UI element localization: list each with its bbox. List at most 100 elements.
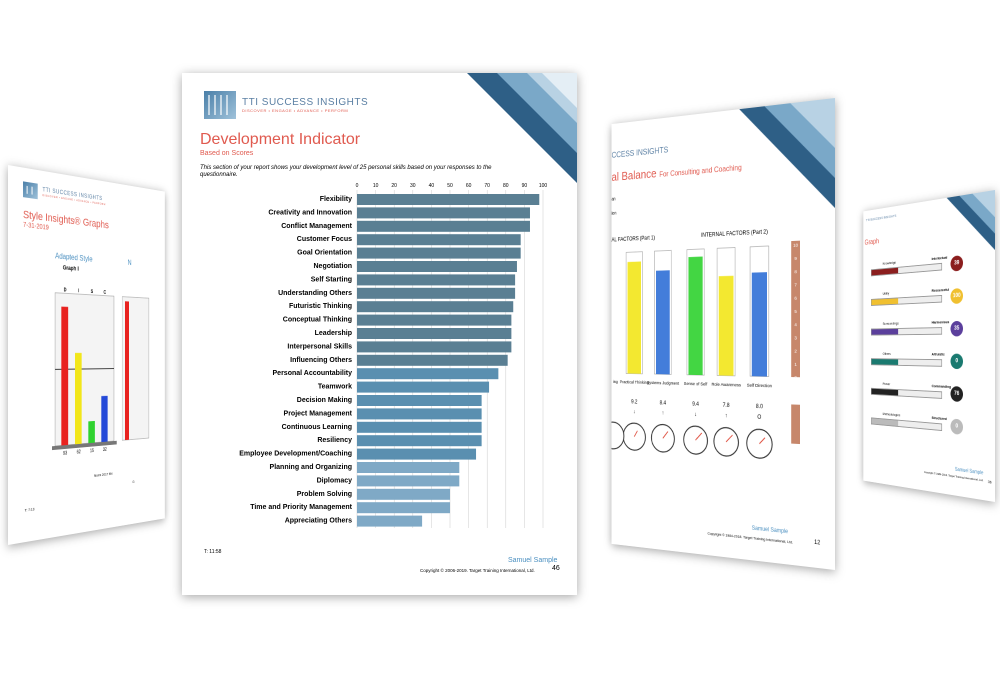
balance-chart: Practical Thinking 9.2 ↓ Systems Judgment 8.… (612, 233, 835, 513)
skill-label: Teamwork (318, 384, 352, 391)
axis-tick-label: 50 (447, 183, 453, 189)
skill-label: Self Starting (311, 276, 352, 283)
column-label: Self Direction (747, 382, 773, 388)
value-left-label: Power (883, 381, 891, 386)
axis-tick-label: 60 (466, 183, 472, 189)
value-score-badge: 39 (951, 255, 964, 271)
disc-bar (88, 421, 95, 443)
skill-label: Conceptual Thinking (283, 317, 352, 324)
skill-bar (357, 274, 515, 285)
skill-bar (357, 516, 422, 527)
skill-bar (357, 301, 513, 312)
skill-label: Influencing Others (290, 357, 352, 364)
value-left-label: Others (883, 351, 891, 356)
corner-decoration-icon (947, 190, 995, 255)
graph-subheading: Graph I (63, 266, 79, 273)
disc-column-label: I (78, 288, 79, 293)
value-left-label: Knowledge (883, 260, 896, 266)
balance-page: CCESS INSIGHTS al Balance For Consulting… (612, 98, 835, 570)
column-label: Systems Judgment (647, 380, 680, 386)
skill-label: Leadership (315, 330, 352, 337)
column-value: 9.4 (692, 401, 699, 407)
style-insights-page: TTI SUCCESS INSIGHTS DISCOVER • ENGAGE •… (8, 165, 165, 545)
fragment-text: ing (613, 379, 618, 384)
time-label: T: 11:58 (204, 549, 221, 555)
page-subtitle: Based on Scores (200, 150, 253, 157)
brand-logo: TTI SUCCESS INSIGHTS DISCOVER • ENGAGE •… (23, 181, 106, 209)
skill-bar (357, 261, 517, 272)
gauge-dial (684, 426, 708, 455)
skill-bar (357, 341, 511, 352)
column-arrow: ↓ (633, 409, 635, 415)
column-label: Role Awareness (712, 381, 742, 387)
skill-bar (357, 248, 521, 259)
skill-label: Resiliency (317, 437, 352, 444)
disc-value-label: 15 (90, 448, 94, 453)
axis-tick-label: 0 (356, 183, 359, 189)
norm-label: Norm 2017 R4 (94, 471, 112, 478)
disc-column-label: C (104, 290, 107, 295)
value-score-badge: 76 (951, 386, 964, 402)
value-right-label: Harmonious (932, 319, 950, 324)
gauge-dial (623, 423, 645, 451)
skill-bar (357, 382, 489, 393)
time-label: T: 7:13 (25, 506, 35, 512)
skill-label: Employee Development/Coaching (239, 451, 352, 458)
value-bar (871, 358, 942, 367)
axis-tick-label: 70 (484, 183, 490, 189)
skill-bar (357, 221, 530, 232)
disc-column-label: S (91, 289, 93, 294)
skill-label: Problem Solving (297, 491, 352, 498)
value-row: Methodologies Structured 0 (863, 410, 995, 450)
page-title: Graph (865, 237, 879, 247)
disc-bar (61, 307, 68, 446)
column-fill (688, 257, 702, 376)
skill-label: Conflict Management (281, 223, 352, 230)
logo-mark-icon (23, 181, 38, 199)
page-title: al Balance For Consulting and Coaching (612, 158, 742, 183)
skill-label: Planning and Organizing (270, 464, 352, 471)
value-score-badge: 35 (951, 321, 964, 337)
skill-bar (357, 355, 508, 366)
skill-label: Goal Orientation (297, 250, 352, 257)
page-number: 12 (814, 540, 820, 547)
corner-decoration-icon (739, 98, 835, 214)
brand-logo: TTI SUCCESS INSIGHTS DISCOVER • ENGAGE •… (204, 91, 368, 119)
value-row: Others Altruistic 0 (863, 351, 995, 382)
value-score-badge: 0 (951, 418, 964, 434)
column-arrow: ↑ (725, 413, 727, 419)
disc-column-label: D (64, 287, 67, 292)
skill-bar (357, 207, 530, 218)
skill-bar (357, 489, 450, 500)
skill-bar (357, 502, 450, 513)
fragment-text: ion (612, 211, 617, 217)
value-row: Utility Resourceful 100 (863, 284, 995, 318)
logo-mark-icon (204, 91, 236, 119)
axis-tick-label: 100 (539, 183, 548, 189)
skill-label: Continuous Learning (282, 424, 352, 431)
column-value: 9.2 (631, 399, 637, 405)
column-value: 8.0 (756, 404, 763, 411)
brand-tagline: DISCOVER • ENGAGE • ADVANCE • PERFORM (242, 108, 368, 113)
disc-bar (101, 396, 107, 442)
axis-tick-label: 40 (429, 183, 435, 189)
skill-label: Negotiation (314, 263, 353, 270)
value-right-label: Resourceful (932, 287, 949, 293)
skill-label: Personal Accountability (273, 370, 353, 377)
development-chart: 0 10 20 30 40 50 60 70 80 90 100 Flexibility Creativ… (182, 181, 577, 536)
disc-bar (75, 353, 82, 444)
page-title: Development Indicator (200, 131, 360, 149)
gauge-dial (651, 424, 674, 453)
skill-label: Project Management (284, 410, 353, 417)
value-bar (871, 295, 942, 306)
skill-bar (357, 422, 482, 433)
skill-label: Creativity and Innovation (268, 209, 352, 216)
skill-bar (357, 194, 539, 205)
value-bar (871, 327, 942, 335)
column-value: 7.8 (723, 403, 730, 410)
disc-value-label: 62 (77, 449, 81, 454)
value-right-label: Commanding (932, 383, 951, 389)
brand-name-partial: CCESS INSIGHTS (612, 145, 669, 160)
value-left-label: Surroundings (883, 321, 899, 326)
skill-bar (357, 435, 482, 446)
